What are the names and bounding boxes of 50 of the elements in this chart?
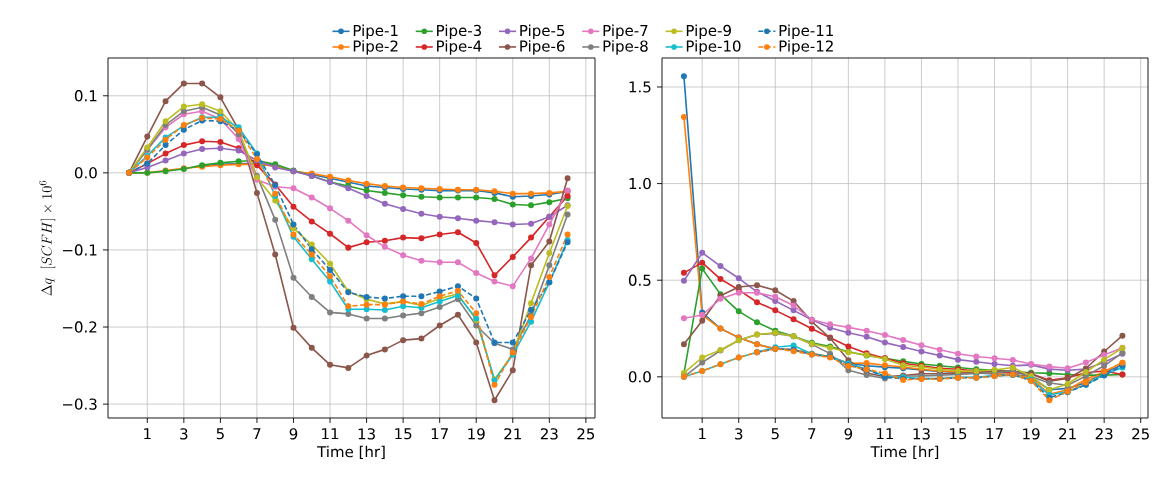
legend-label: Pipe-8	[603, 40, 648, 55]
y-tick-label: 0.5	[628, 274, 651, 286]
x-tick-label: 3	[735, 428, 743, 440]
x-tick-label: 21	[1059, 428, 1076, 440]
x-tick-label: 7	[253, 428, 261, 440]
x-tick-label: 5	[771, 428, 779, 440]
y-tick-label: 0.0	[628, 371, 651, 383]
x-tick-label: 1	[699, 428, 706, 440]
x-tick-label: 3	[180, 428, 188, 440]
legend-label: Pipe-12	[779, 40, 833, 55]
legend-label: Pipe-7	[603, 24, 648, 40]
legend-label: Pipe-3	[437, 24, 482, 40]
y-tick-label: 1.0	[629, 177, 651, 190]
x-tick-label: 15	[950, 428, 967, 440]
legend-label: Pipe-2	[353, 40, 398, 55]
legend-label: Pipe-6	[520, 40, 565, 55]
x-tick-label: 25	[1132, 428, 1149, 440]
x-tick-label: 5	[216, 428, 224, 440]
x-tick-label: 9	[844, 428, 853, 440]
x-tick-label: 17	[431, 428, 448, 440]
legend-label: Pipe-11	[779, 24, 833, 40]
y-tick-label: 0.0	[74, 167, 97, 179]
legend-label: Pipe-9	[686, 24, 731, 40]
x-tick-label: 19	[1023, 428, 1040, 440]
legend-label: Pipe-10	[686, 40, 741, 55]
x-tick-label: 13	[358, 428, 375, 440]
x-tick-label: 11	[877, 428, 894, 440]
x-tick-label: 15	[395, 428, 412, 440]
legend-label: Pipe-5	[520, 24, 565, 40]
x-tick-label: 19	[468, 428, 485, 440]
x-tick-label: 23	[540, 428, 558, 440]
x-tick-label: 25	[577, 428, 595, 440]
x-tick-label: 9	[289, 428, 298, 440]
x-tick-label: 7	[808, 428, 816, 440]
y-tick-label: 1.5	[629, 81, 651, 93]
y-tick-label: −0.2	[62, 321, 97, 333]
x-axis-title: Time [hr]	[870, 445, 939, 460]
x-tick-label: 23	[1095, 428, 1113, 440]
x-axis-title: Time [hr]	[317, 445, 385, 460]
x-tick-label: 13	[913, 428, 930, 440]
y-tick-label: −0.3	[62, 398, 97, 410]
y-tick-label: 0.1	[74, 90, 97, 102]
x-tick-label: 1	[144, 428, 151, 440]
x-tick-label: 11	[322, 428, 339, 440]
legend-label: Pipe-1	[353, 24, 398, 40]
legend-label: Pipe-4	[437, 40, 482, 55]
y-axis-title: $\Delta q\;\;[SCFH]\times 10^{6}$	[39, 180, 56, 296]
x-tick-label: 21	[504, 428, 521, 440]
y-tick-label: −0.1	[62, 244, 97, 256]
x-tick-label: 17	[986, 428, 1003, 440]
